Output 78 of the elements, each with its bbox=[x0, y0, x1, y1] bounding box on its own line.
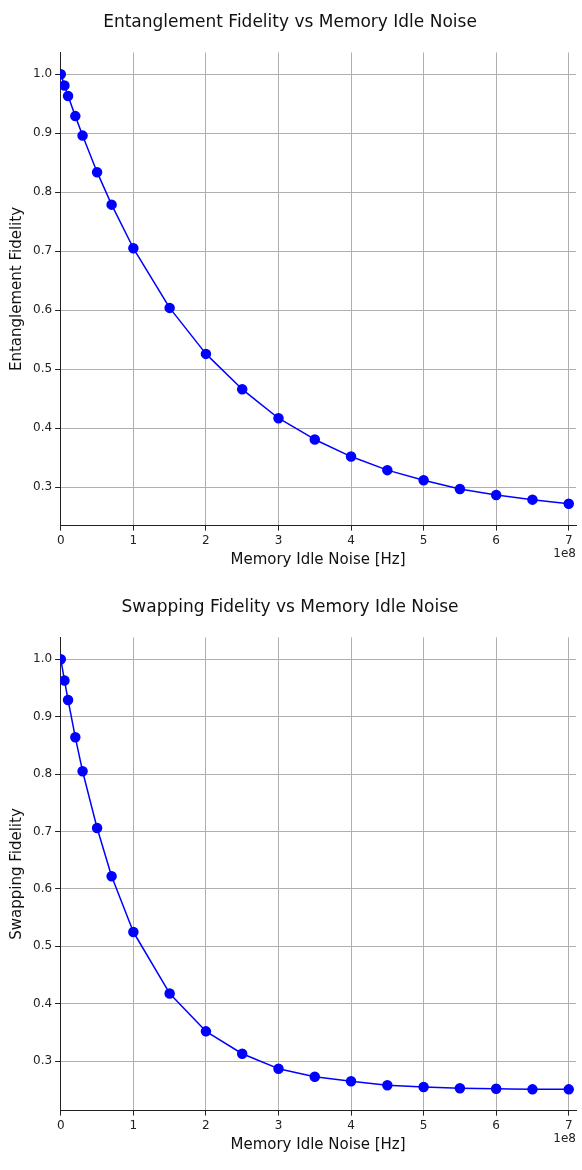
y-axis-title: Entanglement Fidelity bbox=[6, 206, 25, 372]
x-tick-label: 0 bbox=[56, 1117, 65, 1132]
point bbox=[236, 1048, 248, 1059]
point bbox=[70, 732, 81, 743]
point bbox=[62, 694, 74, 706]
point bbox=[106, 199, 117, 210]
x-tick-label: 6 bbox=[492, 1117, 500, 1132]
x-tick-label: 3 bbox=[274, 1117, 283, 1132]
point bbox=[273, 1063, 284, 1074]
point bbox=[60, 675, 70, 686]
x-tick-label: 7 bbox=[564, 532, 573, 547]
point bbox=[200, 1026, 212, 1037]
text: 1e8 bbox=[553, 545, 576, 560]
point bbox=[91, 166, 103, 178]
point bbox=[309, 1071, 321, 1082]
point bbox=[382, 1080, 393, 1091]
point bbox=[345, 451, 357, 462]
x-tick-label: 0 bbox=[56, 532, 65, 547]
y-tick-label: 0.4 bbox=[32, 995, 53, 1010]
point bbox=[128, 243, 139, 254]
y-tick-label: 0.4 bbox=[32, 420, 53, 435]
point bbox=[563, 498, 574, 510]
x-axis-title: Memory Idle Noise [Hz] bbox=[230, 1134, 406, 1153]
x-tick-label: 5 bbox=[419, 1117, 428, 1132]
point bbox=[236, 384, 248, 395]
y-tick-label: 1.0 bbox=[32, 66, 53, 81]
y-tick-label: 0.3 bbox=[32, 479, 53, 494]
y-tick-label: 0.6 bbox=[32, 881, 53, 896]
point bbox=[200, 348, 212, 360]
y-tick-label: 0.6 bbox=[32, 302, 53, 317]
point bbox=[309, 434, 321, 445]
point bbox=[382, 464, 393, 476]
chart-title: Entanglement Fidelity vs Memory Idle Noise bbox=[103, 10, 477, 31]
x-tick-label: 5 bbox=[419, 532, 428, 547]
y-tick-label: 0.8 bbox=[32, 184, 53, 199]
point bbox=[527, 494, 538, 505]
y-tick-label: 0.9 bbox=[32, 708, 53, 723]
x-tick-label: 1 bbox=[129, 532, 138, 547]
point bbox=[454, 483, 466, 495]
y-tick-label: 0.9 bbox=[32, 125, 53, 140]
point bbox=[345, 1076, 357, 1087]
point bbox=[273, 412, 284, 424]
text: 1e8 bbox=[553, 1130, 576, 1145]
point bbox=[77, 765, 88, 777]
point bbox=[527, 1084, 538, 1095]
point bbox=[418, 474, 429, 486]
y-tick-label: 0.7 bbox=[32, 243, 53, 258]
y-axis-title: Swapping Fidelity bbox=[6, 808, 25, 940]
point bbox=[91, 822, 103, 834]
y-tick-label: 0.7 bbox=[32, 823, 53, 838]
point bbox=[490, 1083, 502, 1095]
y-tick-label: 1.0 bbox=[32, 651, 53, 666]
x-tick-label: 2 bbox=[202, 532, 210, 547]
y-tick-label: 0.5 bbox=[32, 938, 53, 953]
x-tick-label: 2 bbox=[202, 1117, 210, 1132]
x-tick-label: 1 bbox=[129, 1117, 138, 1132]
point bbox=[563, 1084, 574, 1095]
y-tick-label: 0.3 bbox=[32, 1053, 53, 1068]
point bbox=[164, 302, 175, 314]
x-tick-label: 4 bbox=[347, 1117, 355, 1132]
point bbox=[70, 110, 81, 122]
x-axis-title: Memory Idle Noise [Hz] bbox=[230, 549, 406, 568]
y-tick-label: 0.8 bbox=[32, 766, 53, 781]
point bbox=[128, 926, 139, 938]
x-tick-label: 3 bbox=[274, 532, 283, 547]
point bbox=[454, 1082, 466, 1094]
y-tick-label: 0.5 bbox=[32, 361, 53, 376]
x-tick-label: 4 bbox=[347, 532, 355, 547]
point bbox=[77, 130, 88, 141]
point bbox=[490, 489, 502, 501]
point bbox=[106, 871, 117, 882]
point bbox=[418, 1081, 429, 1093]
point bbox=[62, 90, 74, 102]
point bbox=[60, 80, 70, 91]
point bbox=[164, 988, 175, 999]
chart-title: Swapping Fidelity vs Memory Idle Noise bbox=[121, 595, 459, 616]
x-tick-label: 7 bbox=[564, 1117, 573, 1132]
x-tick-label: 6 bbox=[492, 532, 500, 547]
